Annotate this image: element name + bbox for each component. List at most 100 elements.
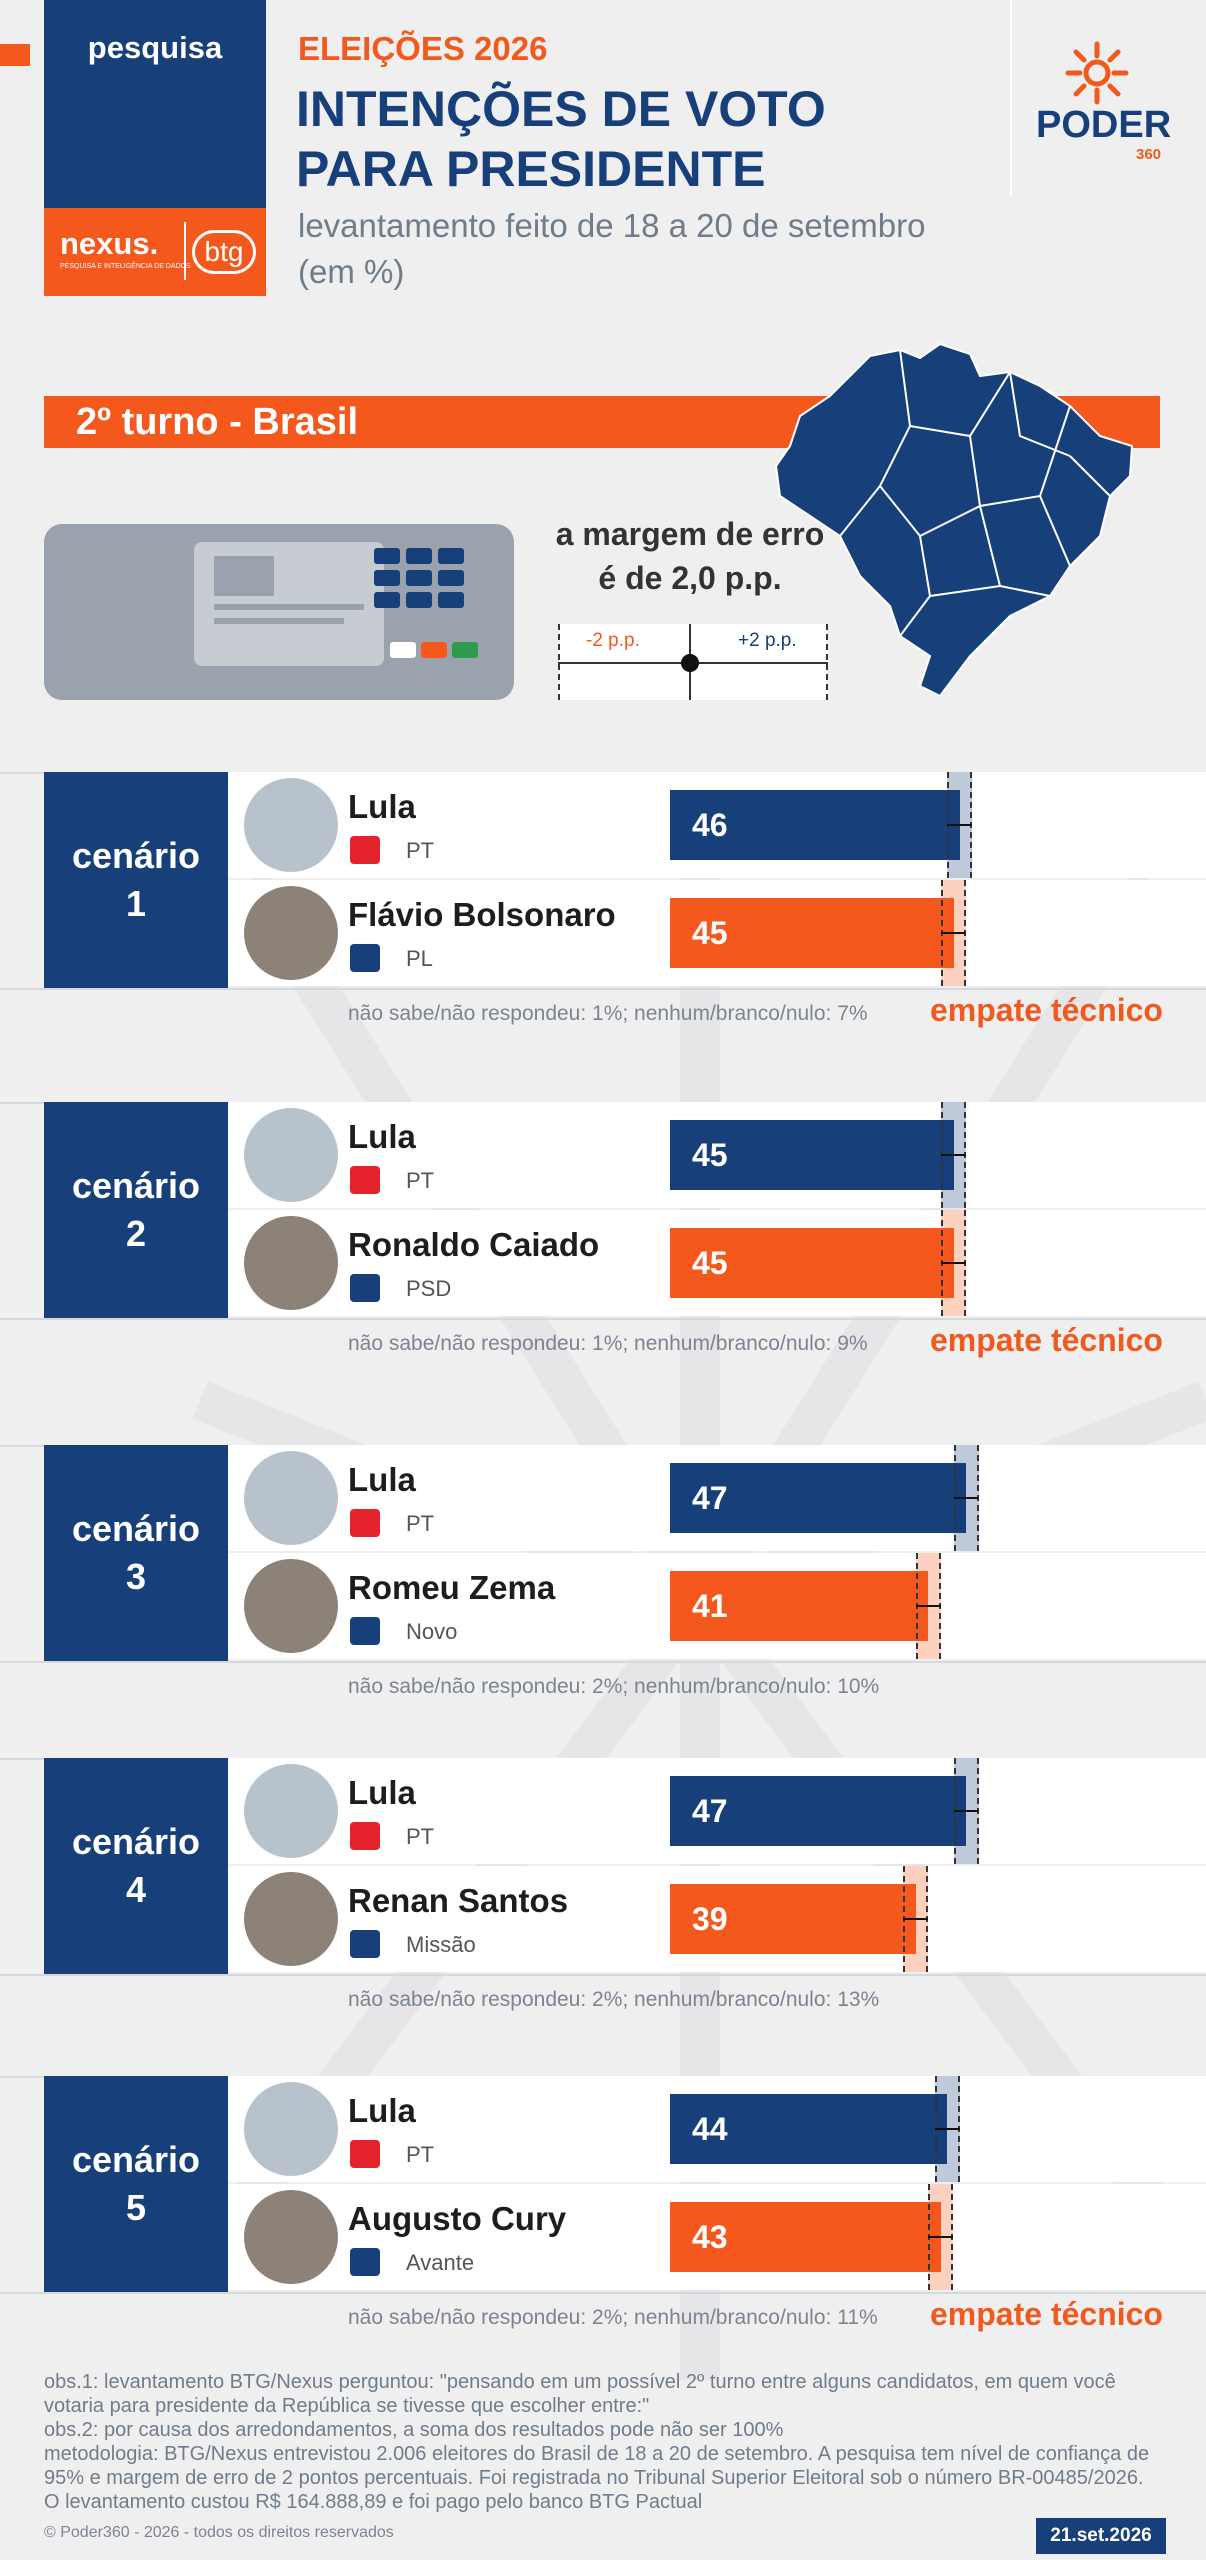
candidate-avatar [244,1764,338,1858]
scenario-note: não sabe/não respondeu: 1%; nenhum/branc… [348,1332,868,1355]
candidate-name: Augusto Cury [348,2200,567,2237]
footer-copyright: © Poder360 - 2026 - todos os direitos re… [44,2524,394,2541]
header-subtitle-line1: levantamento feito de 18 a 20 de setembr… [298,207,926,244]
scenario-bottom-line [0,1661,1206,1663]
error-margin-line [947,824,973,826]
scenario-word: cenário [71,1508,201,1549]
scenario-label: cenário 5 [44,2076,228,2292]
scenario-number: 1 [125,883,147,924]
footer-metodologia: metodologia: BTG/Nexus entrevistou 2.006… [44,2443,1150,2513]
vote-value: 45 [692,1136,728,1173]
vote-bar: 47 [670,1463,967,1533]
btg-logo: btg [192,230,256,274]
candidate-name: Renan Santos [348,1882,569,1919]
empate-tecnico-label: empate técnico [930,2296,1163,2332]
scenario-label: cenário 2 [44,1102,228,1318]
margin-text-line2: é de 2,0 p.p. [598,560,782,596]
margin-plus: +2 p.p. [738,630,797,651]
party-logo-icon [350,836,380,864]
scenario-word: cenário [71,2139,201,2180]
vote-bar: 41 [670,1571,929,1641]
scenario-bottom-line [0,2292,1206,2294]
candidate-party: PSD [406,1276,452,1301]
error-margin-line [934,2128,960,2130]
logo-divider [184,222,186,280]
party-logo-icon [350,1274,380,1302]
voting-machine-icon [44,524,514,700]
scenario-label: cenário 4 [44,1758,228,1974]
brazil-map-icon [774,342,1134,698]
vote-bar: 46 [670,790,960,860]
scenario-bottom-line [0,1974,1206,1976]
party-logo-icon [350,944,380,972]
vote-bar: 44 [670,2094,948,2164]
scenario-note: não sabe/não respondeu: 2%; nenhum/branc… [348,1988,880,2011]
footer-obs1: obs.1: levantamento BTG/Nexus perguntou:… [44,2371,1116,2417]
vote-value: 45 [692,914,728,951]
poder360-sun-icon [1065,41,1129,105]
scenario-bottom-line [0,1318,1206,1320]
candidate-avatar [244,2082,338,2176]
candidate-name: Lula [348,1461,416,1498]
vote-value: 43 [692,2218,728,2255]
vote-bar: 45 [670,1228,954,1298]
candidate-party: Novo [406,1619,458,1644]
footer-date: 21.set.2026 [1050,2525,1152,2546]
scenario-label: cenário 3 [44,1445,228,1661]
candidate-avatar [244,1451,338,1545]
vote-bar: 39 [670,1884,916,1954]
candidate-avatar [244,778,338,872]
candidate-name: Ronaldo Caiado [348,1226,600,1263]
scenario-bottom-line [0,988,1206,990]
error-margin-line [953,1497,979,1499]
candidate-avatar [244,1216,338,1310]
vote-value: 47 [692,1792,728,1829]
candidate-party: PT [406,838,435,863]
candidate-avatar [244,1559,338,1653]
candidate-avatar [244,1108,338,1202]
header-accent [0,44,30,66]
candidate-party: Missão [406,1932,476,1957]
party-logo-icon [350,1930,380,1958]
candidate-party: PT [406,1824,435,1849]
party-logo-icon [350,1166,380,1194]
nexus-tagline: PESQUISA E INTELIGÊNCIA DE DADOS [60,263,191,270]
poder360-number: 360 [1136,146,1162,163]
party-logo-icon [350,2140,380,2168]
scenario-note: não sabe/não respondeu: 2%; nenhum/branc… [348,2306,878,2329]
party-logo-icon [350,1617,380,1645]
header-divider [1010,0,1012,196]
footer-obs2: obs.2: por causa dos arredondamentos, a … [44,2419,784,2441]
margin-text-line1: a margem de erro [555,516,825,552]
header-subtitle-line2: (em %) [298,253,405,290]
scenario-word: cenário [71,1165,201,1206]
candidate-avatar [244,1872,338,1966]
poder360-logo: PODER [1036,104,1172,146]
scenario-note: não sabe/não respondeu: 2%; nenhum/branc… [348,1675,880,1698]
vote-bar: 43 [670,2202,941,2272]
header-title-line2: PARA PRESIDENTE [296,141,766,197]
scenario-number: 4 [125,1869,147,1910]
candidate-name: Lula [348,1118,416,1155]
header-eyebrow: ELEIÇÕES 2026 [298,30,548,67]
nexus-logo: nexus. [60,226,159,261]
nexus-btg-logo: nexus. PESQUISA E INTELIGÊNCIA DE DADOS … [44,208,266,296]
vote-value: 39 [692,1900,728,1937]
vote-value: 44 [692,2110,728,2147]
candidate-avatar [244,2190,338,2284]
margin-legend: -2 p.p. +2 p.p. [558,624,828,700]
candidate-party: PL [406,946,433,971]
section-label: 2º turno - Brasil [76,401,359,443]
candidate-name: Flávio Bolsonaro [348,896,616,933]
candidate-party: Avante [406,2250,475,2275]
scenario-note: não sabe/não respondeu: 1%; nenhum/branc… [348,1002,868,1025]
vote-bar: 45 [670,1120,954,1190]
error-margin-line [940,932,967,934]
scenario-number: 5 [125,2187,147,2228]
scenario-number: 2 [125,1213,147,1254]
vote-value: 45 [692,1244,728,1281]
candidate-avatar [244,886,338,980]
footer-date-badge: 21.set.2026 [1036,2518,1166,2554]
error-margin-line [940,1262,967,1264]
empate-tecnico-label: empate técnico [930,1322,1163,1358]
